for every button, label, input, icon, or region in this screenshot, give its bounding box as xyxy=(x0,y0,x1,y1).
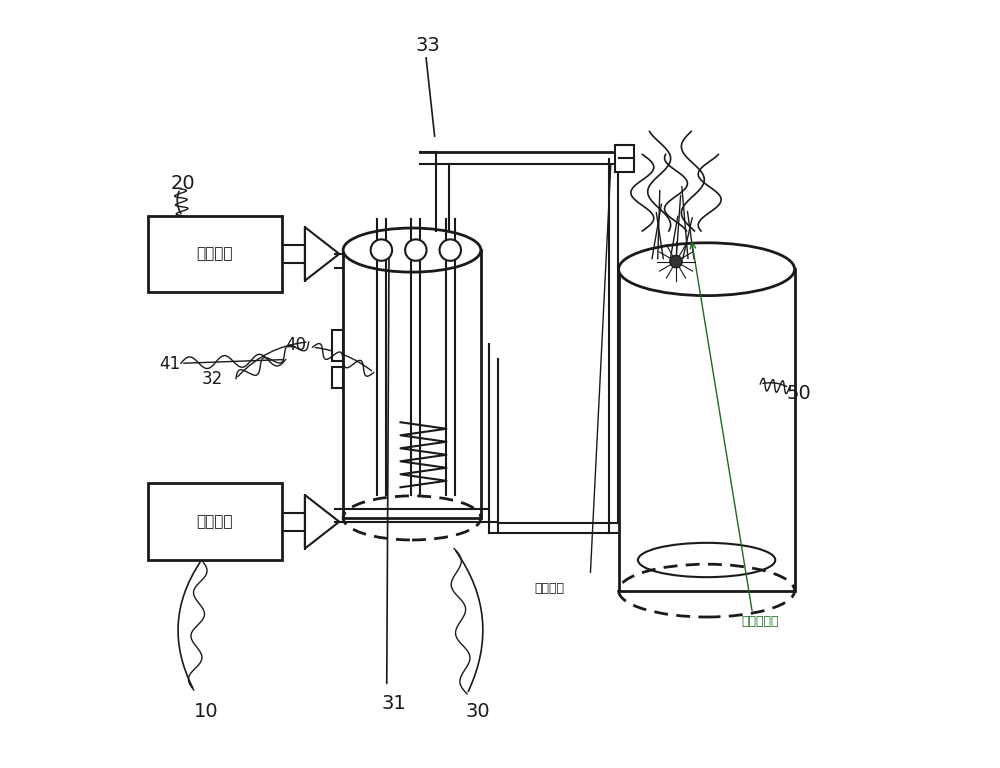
Circle shape xyxy=(371,240,392,261)
Text: 33: 33 xyxy=(416,36,441,55)
Text: 可疑泄露点: 可疑泄露点 xyxy=(741,615,779,628)
Text: 30: 30 xyxy=(466,702,490,721)
Circle shape xyxy=(670,256,682,268)
Text: 20: 20 xyxy=(171,174,196,193)
Ellipse shape xyxy=(343,228,481,272)
Bar xyxy=(148,484,282,560)
Bar xyxy=(619,270,795,591)
Text: 41: 41 xyxy=(159,355,181,372)
Text: 烟雾气体: 烟雾气体 xyxy=(534,582,564,595)
Bar xyxy=(615,145,634,172)
Text: 40: 40 xyxy=(286,336,307,353)
Bar xyxy=(343,250,481,518)
Text: 32: 32 xyxy=(202,370,223,388)
Text: 10: 10 xyxy=(194,702,219,721)
Bar xyxy=(148,216,282,292)
Ellipse shape xyxy=(619,243,795,296)
Text: 31: 31 xyxy=(381,694,406,713)
Bar xyxy=(332,330,343,361)
Circle shape xyxy=(405,240,427,261)
Text: 推送气源: 推送气源 xyxy=(197,247,233,261)
Bar xyxy=(332,367,343,388)
Text: 50: 50 xyxy=(787,384,812,403)
Circle shape xyxy=(440,240,461,261)
Text: 检测气源: 检测气源 xyxy=(197,515,233,529)
